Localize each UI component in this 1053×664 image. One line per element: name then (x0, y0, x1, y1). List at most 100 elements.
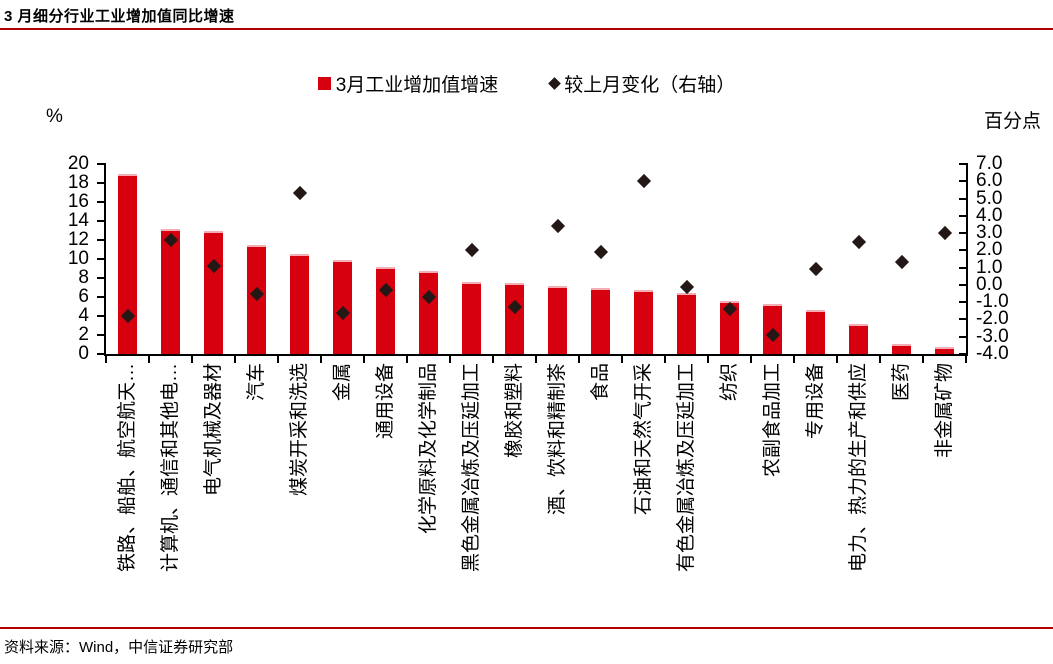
bar (419, 271, 438, 354)
left-axis-unit-label: % (46, 106, 63, 127)
right-axis-unit-label: 百分点 (984, 111, 1042, 132)
left-axis-tick-label: 2 (78, 324, 89, 345)
left-axis-tick (97, 353, 104, 355)
left-axis-tick-label: 8 (78, 267, 89, 288)
bar (591, 287, 610, 354)
x-axis-tick (363, 356, 365, 363)
x-axis-tick (535, 356, 537, 363)
chart-legend: 3月工业增加值增速 较上月变化（右轴） (0, 70, 1053, 96)
x-axis-tick (578, 356, 580, 363)
x-axis-category-label: 通用设备 (374, 363, 396, 440)
x-axis-category-label: 酒、饮料和精制茶 (546, 363, 568, 516)
source-note: 资料来源：Wind，中信证券研究部 (4, 639, 234, 656)
right-axis-tick-label: 4.0 (976, 204, 1003, 226)
x-axis-tick (277, 356, 279, 363)
bar (548, 285, 567, 354)
x-axis-tick (320, 356, 322, 363)
x-axis-tick (922, 356, 924, 363)
left-axis-tick (97, 239, 104, 241)
bar (677, 293, 696, 354)
bar (118, 173, 137, 354)
bottom-axis-line (104, 354, 968, 356)
legend-item-diamond-series: 较上月变化（右轴） (548, 70, 735, 97)
x-axis-tick (148, 356, 150, 363)
title-rule (0, 28, 1053, 30)
x-axis-category-label: 食品 (589, 363, 611, 402)
x-axis-category-label: 计算机、通信和其他电… (159, 363, 181, 573)
x-axis-category-label: 医药 (890, 363, 912, 402)
left-axis-tick-label: 18 (67, 172, 89, 193)
x-axis-tick (105, 356, 107, 363)
x-axis-category-label: 化学原料及化学制品 (417, 363, 439, 535)
legend-item-bar-series: 3月工业增加值增速 (317, 70, 499, 97)
diamond-marker (894, 255, 909, 270)
figure-title: 3 月细分行业工业增加值同比增速 (4, 8, 235, 25)
diamond-marker (593, 245, 608, 260)
x-axis-category-label: 农副食品加工 (761, 363, 783, 478)
right-axis-tick (959, 283, 966, 286)
bar-series-label: 3月工业增加值增速 (335, 74, 499, 96)
x-axis-category-label: 石油和天然气开采 (632, 363, 654, 516)
x-axis-category-label: 橡胶和塑料 (503, 363, 525, 459)
bar (290, 254, 309, 354)
right-axis-line (966, 163, 968, 356)
right-axis-tick (959, 266, 966, 269)
right-axis-tick-label: 0.0 (976, 273, 1003, 295)
diamond-marker (636, 174, 651, 189)
x-axis-tick (879, 356, 881, 363)
right-axis-tick (959, 301, 966, 304)
diamond-marker (808, 262, 823, 277)
bar (634, 290, 653, 354)
left-axis-tick (97, 182, 104, 184)
bar (720, 300, 739, 354)
right-axis-tick (959, 180, 966, 183)
x-axis-tick (965, 356, 967, 363)
left-axis-tick-label: 12 (67, 229, 89, 250)
left-axis-tick (97, 296, 104, 298)
x-axis-tick (707, 356, 709, 363)
bar (204, 230, 223, 354)
right-axis-tick-label: -2.0 (976, 308, 1009, 330)
x-axis-tick (449, 356, 451, 363)
x-axis-tick (234, 356, 236, 363)
left-axis-tick (97, 163, 104, 165)
x-axis-category-label: 专用设备 (804, 363, 826, 440)
diamond-marker (550, 219, 565, 234)
bar (161, 228, 180, 354)
right-axis-tick (959, 163, 966, 165)
left-axis-tick (97, 334, 104, 336)
right-axis-tick-label: 1.0 (976, 256, 1003, 278)
right-axis-tick (959, 353, 966, 355)
left-axis-line (104, 163, 106, 356)
right-axis-tick (959, 232, 966, 235)
bar (849, 323, 868, 354)
x-axis-category-label: 电气机械及器材 (202, 363, 224, 497)
right-axis-tick-label: -1.0 (976, 291, 1009, 313)
x-axis-tick (793, 356, 795, 363)
x-axis-category-label: 金属 (331, 363, 353, 402)
x-axis-category-label: 非金属矿物 (933, 363, 955, 459)
footer-rule (0, 627, 1053, 629)
diamond-marker (937, 226, 952, 241)
diamond-marker (292, 186, 307, 201)
x-axis-category-label: 黑色金属冶炼及压延加工 (460, 363, 482, 573)
x-axis-category-label: 煤炭开采和洗选 (288, 363, 310, 497)
right-axis-tick (959, 335, 966, 338)
x-axis-category-label: 纺织 (718, 363, 740, 402)
left-axis-tick (97, 258, 104, 260)
x-axis-tick (406, 356, 408, 363)
x-axis-category-label: 有色金属冶炼及压延加工 (675, 363, 697, 573)
diamond-marker (679, 279, 694, 294)
right-axis-tick-label: -4.0 (976, 343, 1009, 364)
left-axis-tick-label: 6 (78, 286, 89, 307)
bar (935, 347, 954, 354)
bar (462, 281, 481, 354)
right-axis-tick (959, 249, 966, 252)
right-axis-tick (959, 214, 966, 217)
right-axis-tick-label: -3.0 (976, 325, 1009, 347)
x-axis-tick (664, 356, 666, 363)
x-axis-tick (750, 356, 752, 363)
bar (806, 310, 825, 354)
